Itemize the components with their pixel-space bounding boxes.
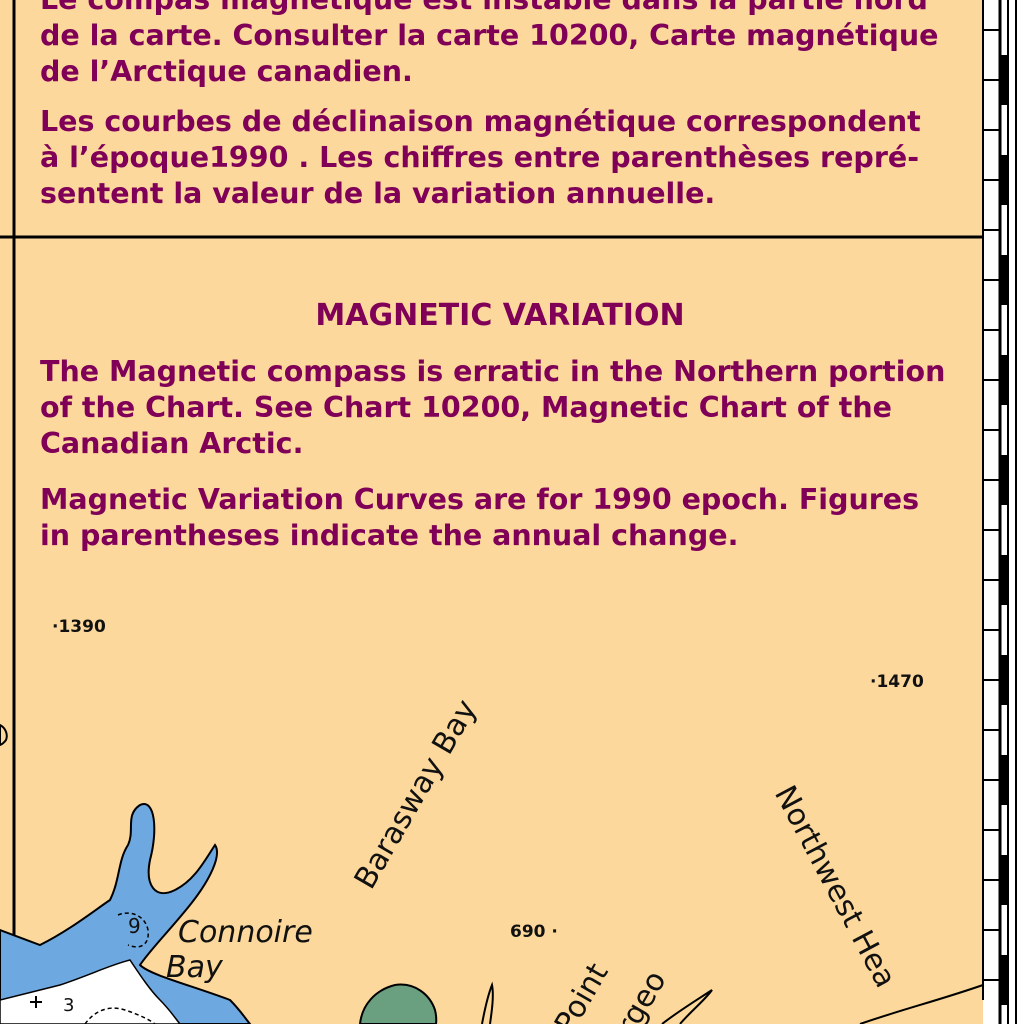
depth-3: 3	[63, 995, 75, 1016]
french-compass-note: Le compas magnétique est instable dans l…	[40, 0, 939, 88]
scale-segment	[1000, 955, 1008, 1005]
french-variation-note: Les courbes de déclinaison magnétique co…	[40, 105, 921, 210]
place-connoire-bay: Bay	[166, 950, 223, 985]
depth-9: 9	[128, 914, 141, 938]
vegetated-island	[358, 983, 438, 1024]
rock-symbol	[30, 996, 42, 1008]
scale-segment	[1000, 755, 1008, 805]
depth-contour-9	[117, 912, 149, 948]
shallow-water-area	[0, 803, 252, 1024]
sounding-690: 690 ·	[510, 922, 558, 942]
sounding-1390: ·1390	[52, 617, 106, 637]
left-edge-island	[0, 723, 8, 747]
depth-contour	[84, 1007, 156, 1024]
english-compass-note: The Magnetic compass is erratic in the N…	[40, 355, 946, 460]
place-connoire: Connoire	[178, 915, 313, 950]
scale-segment	[1000, 355, 1008, 405]
right-scale-bar	[982, 0, 1024, 1024]
scale-segment	[1000, 455, 1008, 505]
scale-segment	[1000, 155, 1008, 205]
magnetic-variation-heading: MAGNETIC VARIATION	[315, 298, 685, 333]
shoreline-fragment-2	[661, 989, 713, 1024]
scale-segment	[1000, 55, 1008, 105]
scale-segment	[1000, 555, 1008, 605]
very-shallow-area	[0, 959, 181, 1024]
shoreline-fragment	[481, 981, 494, 1024]
coastline-right	[859, 984, 984, 1024]
scale-segment	[1000, 855, 1008, 905]
english-variation-note: Magnetic Variation Curves are for 1990 e…	[40, 483, 920, 552]
sounding-1470: ·1470	[870, 672, 924, 692]
scale-segment	[1000, 255, 1008, 305]
scale-segment	[1000, 655, 1008, 705]
